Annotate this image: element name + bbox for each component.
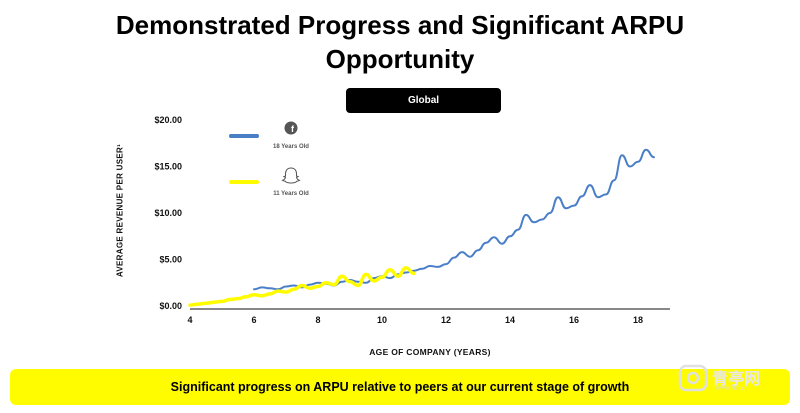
title-line-2: Opportunity bbox=[325, 44, 475, 74]
x-axis-ticks: 4 6 8 10 12 14 16 18 bbox=[187, 315, 643, 325]
bottom-banner: Significant progress on ARPU relative to… bbox=[10, 369, 790, 405]
x-tick-label: 12 bbox=[441, 315, 451, 325]
watermark-logo-icon bbox=[678, 364, 708, 392]
region-pill[interactable]: Global bbox=[346, 88, 501, 113]
x-tick-label: 14 bbox=[505, 315, 515, 325]
y-tick-label: $15.00 bbox=[154, 162, 182, 172]
y-tick-label: $10.00 bbox=[154, 208, 182, 218]
y-tick-label: $0.00 bbox=[159, 301, 182, 311]
series-line-snapchat bbox=[188, 266, 416, 307]
watermark-url: www.7tin.cn bbox=[716, 386, 749, 392]
x-tick-label: 16 bbox=[569, 315, 579, 325]
x-tick-label: 8 bbox=[315, 315, 320, 325]
title-line-1: Demonstrated Progress and Significant AR… bbox=[115, 10, 685, 40]
y-tick-label: $20.00 bbox=[154, 115, 182, 125]
svg-text:f: f bbox=[291, 124, 295, 134]
banner-text: Significant progress on ARPU relative to… bbox=[170, 380, 630, 394]
x-axis-label: AGE OF COMPANY (YEARS) bbox=[369, 347, 491, 357]
watermark: 青亭网 www.7tin.cn bbox=[678, 363, 796, 393]
watermark-text: 青亭网 bbox=[712, 371, 761, 388]
series-line-facebook bbox=[253, 148, 655, 291]
chart-series-lines bbox=[188, 148, 655, 307]
legend-label-snapchat: 11 Years Old bbox=[273, 191, 309, 197]
y-tick-label: $5.00 bbox=[159, 255, 182, 265]
x-tick-label: 10 bbox=[377, 315, 387, 325]
facebook-icon: f bbox=[284, 121, 298, 135]
chart-legend: f 18 Years Old 11 Years Old bbox=[229, 121, 309, 197]
x-tick-label: 18 bbox=[633, 315, 643, 325]
legend-label-facebook: 18 Years Old bbox=[273, 144, 309, 150]
x-tick-label: 4 bbox=[187, 315, 192, 325]
y-axis-ticks: $0.00 $5.00 $10.00 $15.00 $20.00 bbox=[154, 115, 182, 311]
page-title: Demonstrated Progress and Significant AR… bbox=[0, 8, 800, 76]
x-tick-label: 6 bbox=[251, 315, 256, 325]
snapchat-icon bbox=[281, 167, 301, 184]
